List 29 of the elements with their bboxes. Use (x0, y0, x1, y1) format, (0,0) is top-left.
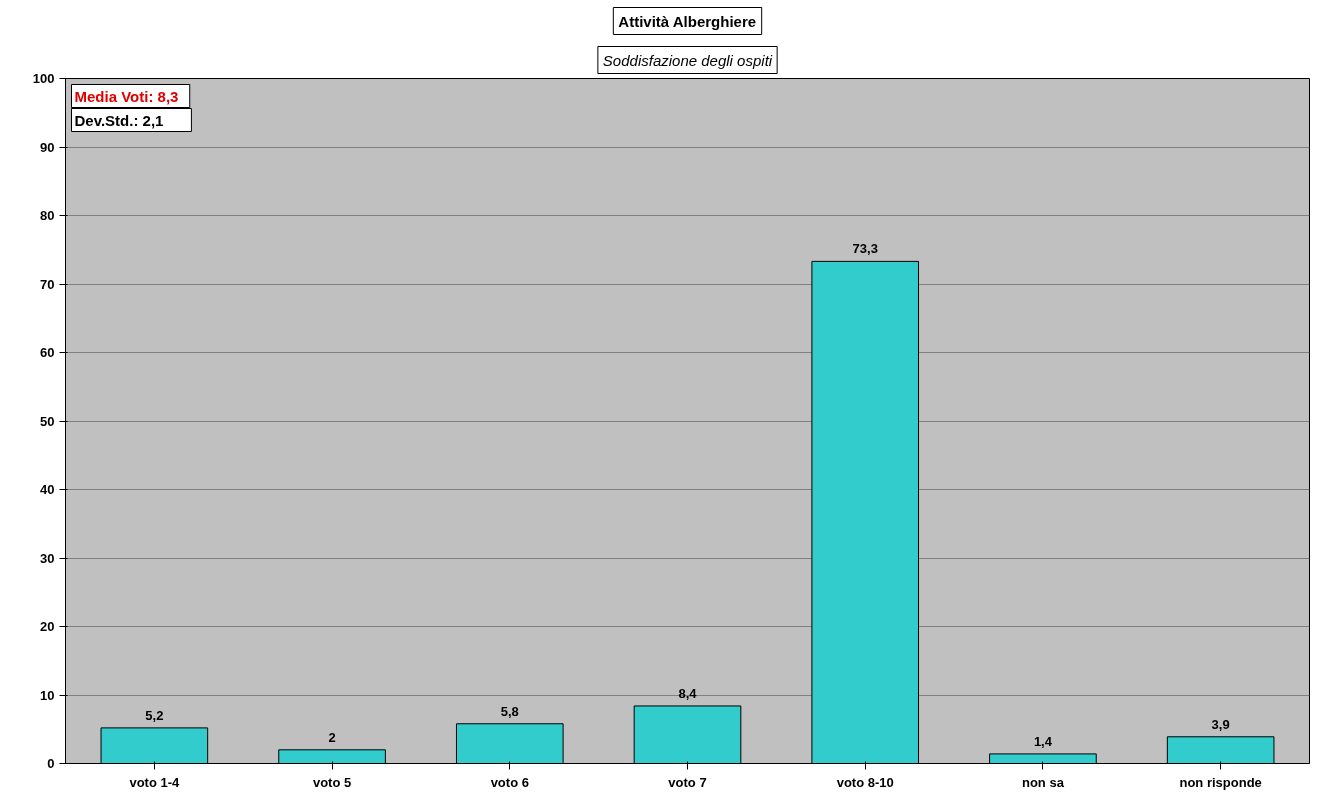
y-tick-label: 90 (40, 139, 55, 155)
y-tick-label: 70 (40, 276, 55, 292)
data-label: 1,4 (1033, 733, 1053, 749)
y-tick-label: 30 (40, 550, 55, 566)
y-tick-label: 40 (40, 482, 55, 497)
y-tick-label: 60 (40, 345, 55, 360)
y-tick-label: 80 (40, 208, 55, 223)
x-tick-label: voto 6 (490, 774, 529, 790)
chart-title: Attività Alberghiere (618, 12, 757, 30)
annotation: Media Voti: 8,3 (74, 87, 179, 105)
data-label: 3,9 (1211, 716, 1230, 732)
data-label: 5,2 (145, 707, 164, 723)
y-tick-label: 20 (40, 619, 55, 634)
data-label: 5,8 (500, 703, 519, 719)
y-tick-label: 10 (40, 687, 55, 703)
annotation: Dev.Std.: 2,1 (74, 111, 164, 129)
chart-subtitle: Soddisfazione degli ospiti (602, 51, 773, 69)
x-tick-label: voto 7 (668, 774, 707, 790)
x-tick-label: non sa (1021, 774, 1065, 790)
data-label: 8,4 (678, 685, 698, 701)
y-tick-label: 100 (32, 71, 55, 86)
y-tick-label: 50 (40, 413, 55, 429)
x-tick-label: voto 5 (312, 774, 352, 790)
data-label: 2 (328, 729, 336, 745)
x-tick-label: voto 8-10 (836, 774, 894, 790)
x-tick-label: voto 1-4 (129, 774, 181, 790)
data-label: 73,3 (852, 241, 878, 257)
y-tick-label: 0 (47, 756, 55, 771)
x-tick-label: non risponde (1179, 774, 1262, 790)
